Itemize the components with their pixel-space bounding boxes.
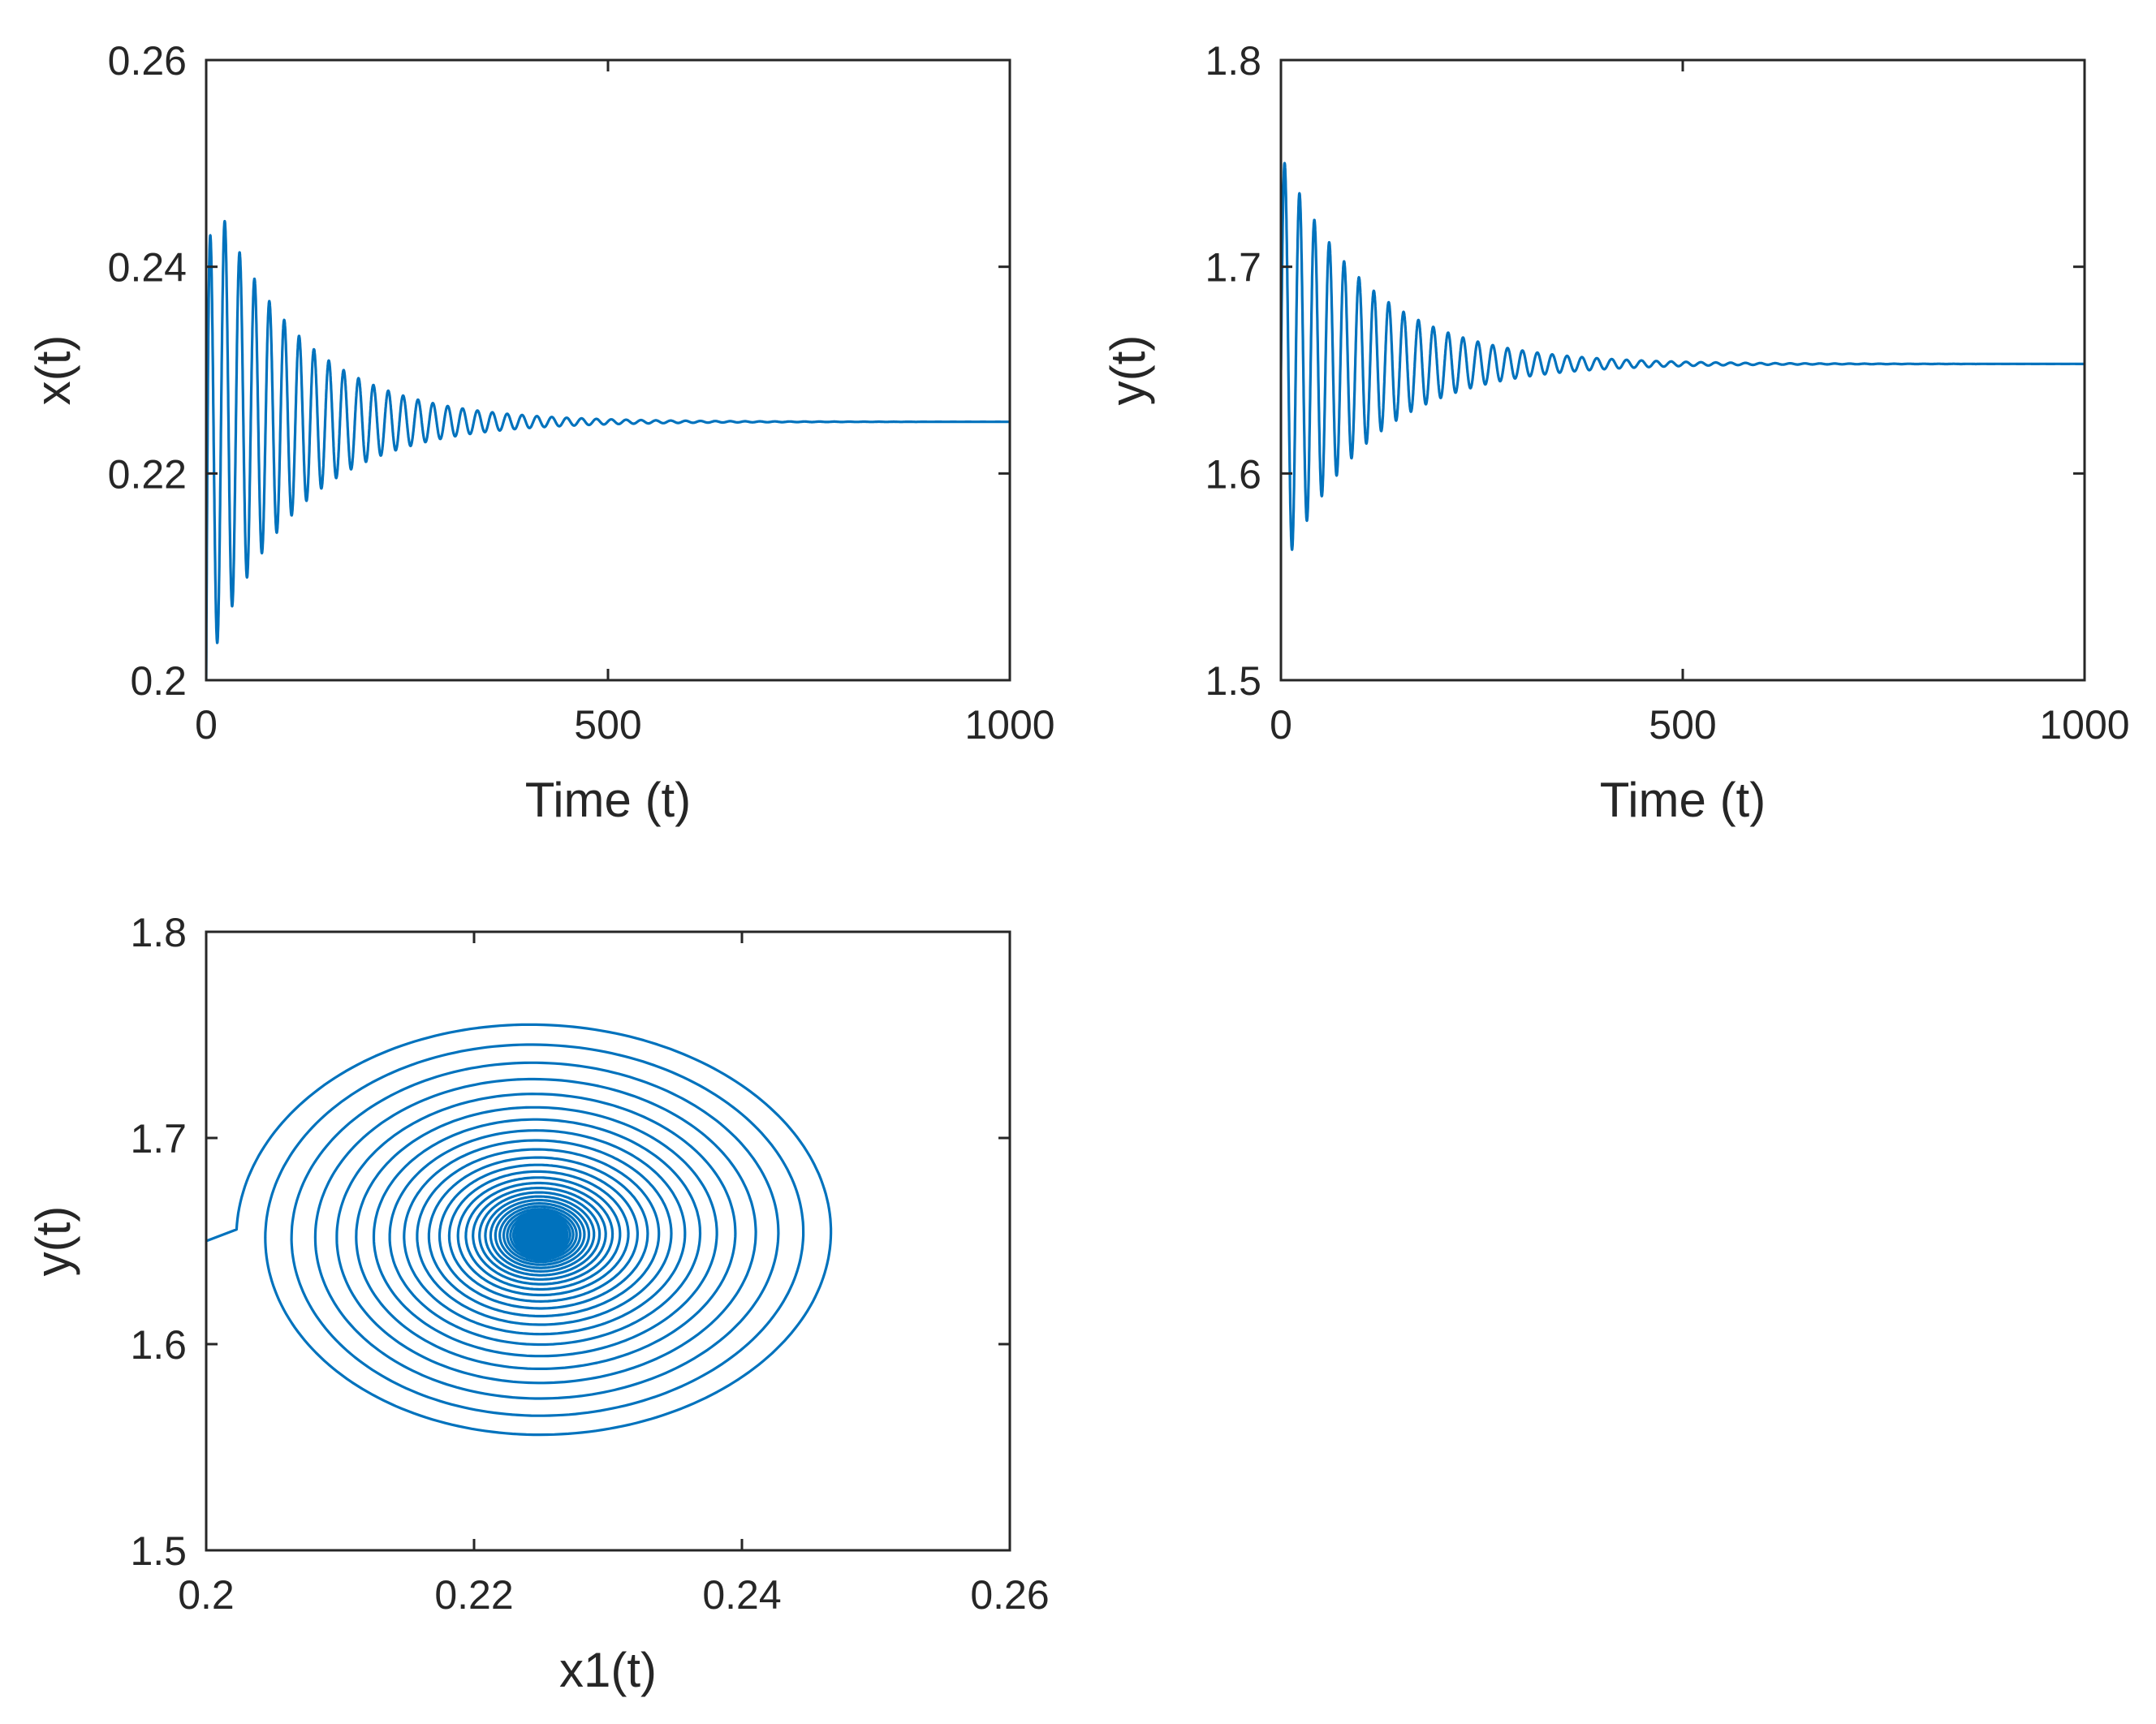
x-tick-label: 0.26 <box>970 1572 1049 1618</box>
y-tick-label: 1.6 <box>130 1322 187 1368</box>
x-vs-time-plot: 0 500 1000 0.2 0.22 0.24 0.26 Time (t) x(t) <box>26 38 1055 827</box>
x-tick-label: 1000 <box>964 702 1054 748</box>
x-tick-label: 500 <box>1649 702 1716 748</box>
x-axis-label: Time (t) <box>1600 773 1766 827</box>
x-tick-label: 0.22 <box>434 1572 513 1618</box>
y-tick-label: 0.24 <box>108 245 187 291</box>
x-tick-label: 0 <box>195 702 218 748</box>
x-axis-label: Time (t) <box>525 773 691 827</box>
y-axis-label: y(t) <box>26 1206 80 1277</box>
series-line <box>206 1023 833 1437</box>
y-tick-label: 0.26 <box>108 38 187 84</box>
axes-box <box>205 930 1011 1552</box>
x-tick-label: 0.24 <box>702 1572 781 1618</box>
axes-box <box>1279 58 2086 682</box>
y-tick-label: 1.6 <box>1205 451 1261 497</box>
series-line <box>1281 162 2085 551</box>
x-tick-label: 1000 <box>2039 702 2129 748</box>
y-tick-label: 1.7 <box>130 1116 187 1162</box>
y-axis-label: x(t) <box>26 335 80 406</box>
y-tick-label: 1.7 <box>1205 245 1261 291</box>
y-tick-label: 1.5 <box>130 1528 187 1574</box>
x-tick-label: 500 <box>574 702 641 748</box>
series-line <box>206 219 1010 680</box>
y-axis-label: y(t) <box>1101 335 1155 406</box>
phase-portrait-plot: 0.2 0.22 0.24 0.26 1.5 1.6 1.7 1.8 x1(t) y(t) <box>26 910 1050 1697</box>
x-tick-label: 0 <box>1270 702 1292 748</box>
x-axis-label: x1(t) <box>559 1643 657 1697</box>
y-tick-label: 0.22 <box>108 451 187 497</box>
x-tick-label: 0.2 <box>178 1572 235 1618</box>
y-vs-time-plot: 0 500 1000 1.5 1.6 1.7 1.8 Time (t) y(t) <box>1101 38 2130 827</box>
y-tick-label: 1.5 <box>1205 658 1261 704</box>
y-tick-label: 1.8 <box>1205 38 1261 84</box>
y-tick-label: 1.8 <box>130 910 187 955</box>
y-tick-label: 0.2 <box>130 658 187 704</box>
